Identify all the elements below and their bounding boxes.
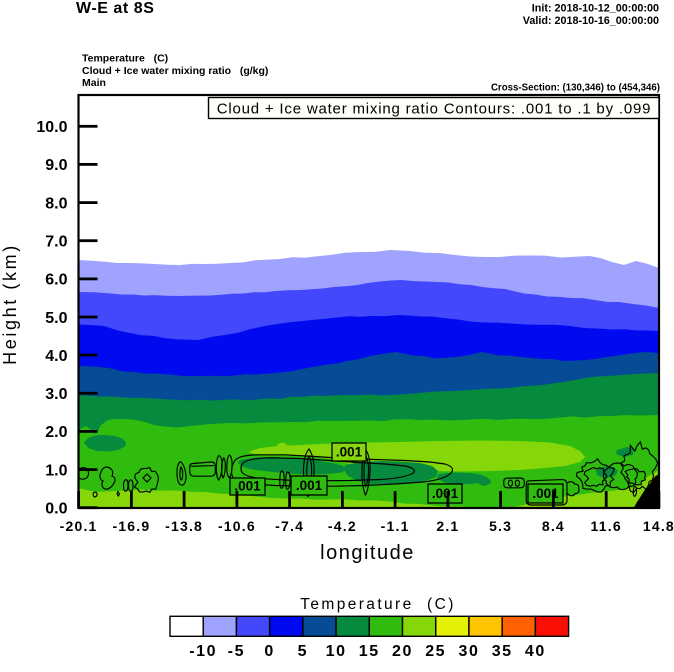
svg-text:14.8: 14.8 <box>643 518 674 534</box>
svg-text:6.0: 6.0 <box>45 272 67 289</box>
svg-text:1.0: 1.0 <box>45 462 67 479</box>
svg-text:Temperature (C): Temperature (C) <box>300 596 456 613</box>
svg-text:-7.4: -7.4 <box>275 518 304 534</box>
svg-text:Main: Main <box>82 77 106 89</box>
svg-text:-16.9: -16.9 <box>112 518 150 534</box>
svg-text:2.0: 2.0 <box>45 424 67 441</box>
svg-text:Valid: 2018-10-16_00:00:00: Valid: 2018-10-16_00:00:00 <box>523 15 659 27</box>
svg-text:5.3: 5.3 <box>489 518 512 534</box>
svg-text:-20.1: -20.1 <box>60 518 98 534</box>
svg-text:0: 0 <box>264 643 275 660</box>
svg-text:Cloud + Ice water mixing ratio: Cloud + Ice water mixing ratio Contours:… <box>217 101 652 118</box>
svg-text:8.4: 8.4 <box>542 518 565 534</box>
svg-text:4.0: 4.0 <box>45 348 67 365</box>
svg-text:Cross-Section: (130,346) to (4: Cross-Section: (130,346) to (454,346) <box>491 83 660 94</box>
svg-text:longitude: longitude <box>320 542 415 564</box>
svg-text:20: 20 <box>392 643 413 660</box>
svg-text:3.0: 3.0 <box>45 386 67 403</box>
svg-text:-5: -5 <box>228 643 245 660</box>
svg-text:-10.6: -10.6 <box>218 518 256 534</box>
svg-text:11.6: 11.6 <box>591 518 622 534</box>
svg-text:-10: -10 <box>189 643 217 660</box>
svg-text:8.0: 8.0 <box>45 195 67 212</box>
svg-text:7.0: 7.0 <box>45 234 67 251</box>
svg-text:W-E at 8S: W-E at 8S <box>76 0 154 17</box>
svg-text:.001: .001 <box>336 445 363 460</box>
svg-text:-1.1: -1.1 <box>381 518 410 534</box>
svg-text:9.0: 9.0 <box>45 157 67 174</box>
svg-text:25: 25 <box>425 643 446 660</box>
svg-text:15: 15 <box>359 643 380 660</box>
svg-text:-4.2: -4.2 <box>328 518 357 534</box>
svg-text:Height (km): Height (km) <box>0 243 20 365</box>
svg-text:5: 5 <box>298 643 309 660</box>
svg-text:Cloud + Ice water mixing ratio: Cloud + Ice water mixing ratio (g/kg) <box>82 65 268 77</box>
svg-text:.001: .001 <box>432 486 459 501</box>
svg-text:40: 40 <box>525 643 546 660</box>
svg-text:2.1: 2.1 <box>436 518 459 534</box>
svg-text:10.0: 10.0 <box>36 119 67 136</box>
svg-text:Init: 2018-10-12_00:00:00: Init: 2018-10-12_00:00:00 <box>532 3 659 15</box>
svg-text:.001: .001 <box>296 478 323 493</box>
svg-text:30: 30 <box>459 643 480 660</box>
svg-text:Temperature (C): Temperature (C) <box>82 53 168 65</box>
svg-text:-13.8: -13.8 <box>165 518 203 534</box>
svg-text:5.0: 5.0 <box>45 310 67 327</box>
svg-text:.001: .001 <box>532 486 559 501</box>
svg-text:35: 35 <box>492 643 513 660</box>
svg-text:.001: .001 <box>234 479 261 494</box>
svg-text:0.0: 0.0 <box>45 501 67 518</box>
svg-text:10: 10 <box>326 643 347 660</box>
